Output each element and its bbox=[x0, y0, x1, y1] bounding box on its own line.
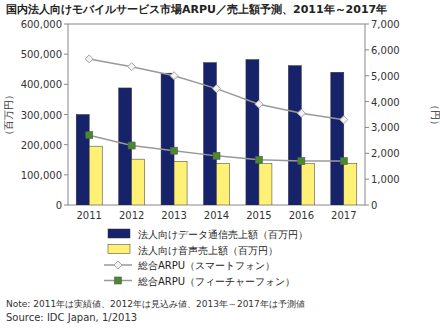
plot-frame bbox=[68, 24, 365, 205]
marker bbox=[213, 152, 220, 159]
y-tick-label: 400,000 bbox=[21, 79, 62, 90]
x-tick-label: 2014 bbox=[204, 210, 229, 221]
marker bbox=[340, 116, 348, 124]
y2-tick-label: 3,000 bbox=[371, 122, 400, 133]
y2-tick bbox=[365, 179, 369, 180]
line bbox=[89, 59, 344, 120]
x-tick-label: 2017 bbox=[331, 210, 356, 221]
y-tick bbox=[64, 84, 68, 85]
bar bbox=[217, 163, 230, 205]
bar bbox=[331, 72, 344, 205]
bar bbox=[288, 66, 301, 205]
marker bbox=[86, 132, 93, 139]
legend-swatch bbox=[108, 229, 130, 238]
x-tick-label: 2016 bbox=[289, 210, 314, 221]
marker bbox=[85, 55, 93, 63]
marker bbox=[298, 158, 305, 165]
y-tick bbox=[64, 114, 68, 115]
y-tick bbox=[64, 205, 68, 206]
marker bbox=[128, 142, 135, 149]
y2-axis-label: （円） bbox=[430, 100, 440, 130]
chart-root: 国内法人向けモバイルサービス市場ARPU／売上額予測、2011年～2017年 0 1… bbox=[0, 0, 440, 328]
y-tick-label: 500,000 bbox=[21, 49, 62, 60]
y2-tick bbox=[365, 101, 369, 102]
bar bbox=[174, 161, 187, 205]
y-tick bbox=[64, 144, 68, 145]
y2-tick-label: 1,000 bbox=[371, 174, 400, 185]
y2-tick bbox=[365, 127, 369, 128]
plot-marks bbox=[76, 55, 357, 205]
legend-marker bbox=[114, 261, 122, 269]
y-tick-label: 100,000 bbox=[21, 170, 62, 181]
marker bbox=[171, 147, 178, 154]
note: Note: 2011年は実績値、2012年は見込み値、2013年～2017年は予… bbox=[6, 299, 305, 309]
marker bbox=[128, 63, 136, 71]
bar bbox=[246, 60, 259, 205]
x-tick-label: 2015 bbox=[246, 210, 271, 221]
y-tick bbox=[64, 54, 68, 55]
y2-tick-label: 2,000 bbox=[371, 148, 400, 159]
marker bbox=[170, 72, 178, 80]
legend-label: 総合ARPU（フィーチャーフォン） bbox=[137, 276, 295, 287]
bar bbox=[76, 115, 89, 206]
marker bbox=[255, 100, 263, 108]
legend-marker bbox=[115, 277, 122, 284]
legend-label: 法人向け音声売上額（百万円） bbox=[138, 245, 278, 256]
bar bbox=[344, 163, 357, 205]
legend-label: 法人向けデータ通信売上額（百万円） bbox=[138, 229, 308, 240]
source: Source: IDC Japan, 1/2013 bbox=[6, 312, 137, 323]
y-tick-label: 0 bbox=[56, 200, 62, 211]
chart-svg: 国内法人向けモバイルサービス市場ARPU／売上額予測、2011年～2017年 0 1… bbox=[0, 0, 440, 328]
legend-label: 総合ARPU（スマートフォン） bbox=[137, 260, 275, 271]
y-tick-label: 600,000 bbox=[21, 19, 62, 30]
marker bbox=[297, 109, 305, 117]
y2-tick bbox=[365, 205, 369, 206]
legend-swatch bbox=[108, 245, 130, 254]
marker bbox=[213, 85, 221, 93]
bar bbox=[89, 146, 102, 205]
x-tick-label: 2013 bbox=[161, 210, 186, 221]
bar bbox=[259, 164, 272, 205]
y2-tick-label: 6,000 bbox=[371, 45, 400, 56]
bar bbox=[132, 159, 145, 205]
legend: 法人向けデータ通信売上額（百万円） 法人向け音声売上額（百万円） 総合ARPU（スマ… bbox=[104, 229, 308, 287]
y-tick bbox=[64, 174, 68, 175]
y-tick-label: 300,000 bbox=[21, 110, 62, 121]
y2-tick-label: 4,000 bbox=[371, 97, 400, 108]
x-tick-label: 2011 bbox=[76, 210, 101, 221]
y2-tick bbox=[365, 153, 369, 154]
y-tick bbox=[64, 24, 68, 25]
bar bbox=[301, 164, 314, 205]
y-tick-label: 200,000 bbox=[21, 140, 62, 151]
y-axis-label: （百万円） bbox=[3, 90, 14, 140]
marker bbox=[340, 158, 347, 165]
bar bbox=[204, 63, 217, 205]
y2-tick bbox=[365, 24, 369, 25]
y2-tick-label: 7,000 bbox=[371, 19, 400, 30]
bar bbox=[161, 73, 174, 205]
y2-tick-label: 5,000 bbox=[371, 71, 400, 82]
y2-tick-label: 0 bbox=[371, 200, 377, 211]
chart-title: 国内法人向けモバイルサービス市場ARPU／売上額予測、2011年～2017年 bbox=[6, 3, 387, 16]
y2-tick bbox=[365, 75, 369, 76]
y2-tick bbox=[365, 49, 369, 50]
marker bbox=[255, 156, 262, 163]
line bbox=[89, 135, 344, 161]
x-tick-label: 2012 bbox=[119, 210, 144, 221]
